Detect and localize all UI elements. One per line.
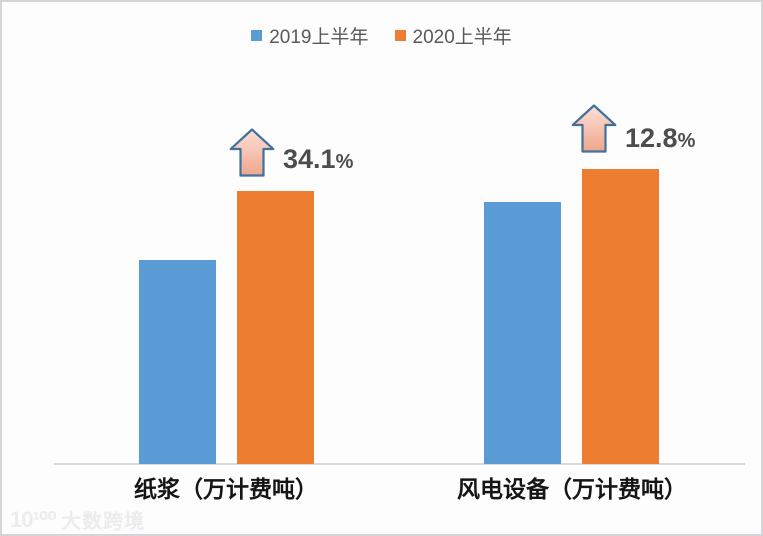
growth-value-wind: 12.8 xyxy=(625,123,678,153)
watermark-logo-icon: 10¹⁰⁰ xyxy=(10,506,57,532)
x-axis-line xyxy=(54,463,745,465)
category-label-wind: 风电设备（万计费吨） xyxy=(457,476,687,502)
growth-arrow-wind-icon xyxy=(571,104,617,153)
plot-area xyxy=(54,87,745,464)
category-label-pulp: 纸浆（万计费吨） xyxy=(134,476,318,502)
bar-pulp-2019 xyxy=(139,260,216,464)
bar-wind-2019 xyxy=(484,202,561,464)
legend-item-2019: 2019上半年 xyxy=(251,22,369,49)
legend-label-2020: 2020上半年 xyxy=(412,27,512,48)
bar-wind-2020 xyxy=(582,168,659,464)
growth-label-wind: 12.8% xyxy=(625,123,695,154)
chart-legend: 2019上半年 2020上半年 xyxy=(2,22,761,49)
legend-swatch-2020-icon xyxy=(394,30,406,41)
legend-label-2019: 2019上半年 xyxy=(269,27,369,48)
legend-swatch-2019-icon xyxy=(251,30,263,41)
growth-arrow-pulp-icon xyxy=(229,128,275,177)
legend-item-2020: 2020上半年 xyxy=(394,22,512,49)
percent-sign: % xyxy=(335,151,354,173)
watermark-text: 大数跨境 xyxy=(61,511,146,533)
percent-sign: % xyxy=(677,130,696,152)
bar-pulp-2020 xyxy=(237,190,314,464)
growth-value-pulp: 34.1 xyxy=(283,144,336,174)
growth-label-pulp: 34.1% xyxy=(283,144,353,175)
watermark: 10¹⁰⁰ 大数跨境 xyxy=(10,505,145,534)
